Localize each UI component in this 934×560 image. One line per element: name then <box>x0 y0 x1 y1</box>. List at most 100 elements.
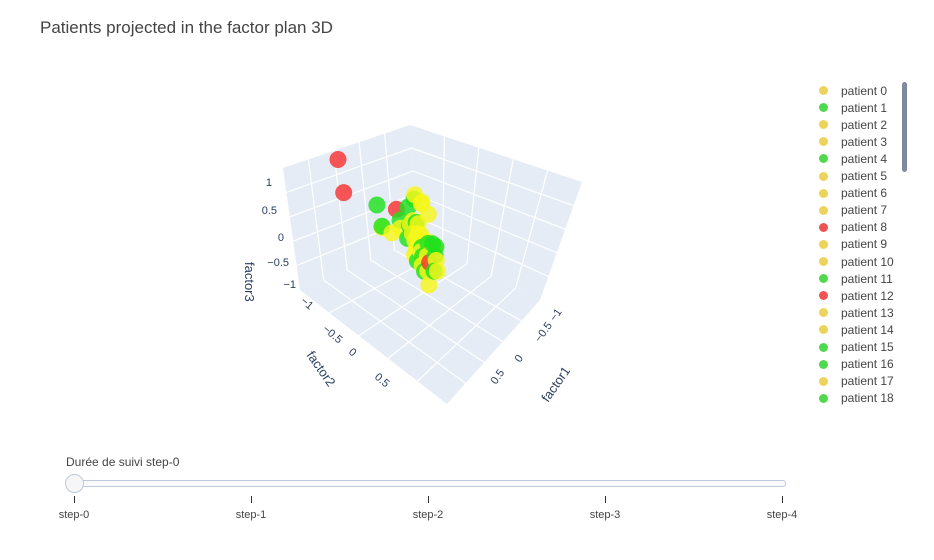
legend-label: patient 4 <box>841 151 888 166</box>
legend-item[interactable]: patient 6 <box>812 185 887 202</box>
chart-title: Patients projected in the factor plan 3D <box>40 18 333 37</box>
left-wall <box>283 125 418 290</box>
grid-line <box>412 170 566 230</box>
slider-step-label[interactable]: step-3 <box>589 509 621 521</box>
legend-item[interactable]: patient 14 <box>812 321 894 338</box>
scatter3d-scene[interactable]: −1−0.500.51factor3−1−0.500.5factor2−1−0.… <box>0 0 800 445</box>
slider-step-label[interactable]: step-4 <box>766 509 798 521</box>
y-tick-label: 0 <box>346 346 358 359</box>
data-point[interactable] <box>420 276 438 294</box>
legend-marker-icon <box>819 188 828 198</box>
data-point[interactable] <box>329 151 347 168</box>
grid-line <box>387 275 492 359</box>
legend-item[interactable]: patient 8 <box>812 219 887 236</box>
right-wall <box>410 125 582 300</box>
grid-line <box>416 216 549 277</box>
floor-plane <box>300 240 540 404</box>
legend[interactable]: patient 0 patient 1 patient 2 patient 3 pati… <box>812 82 907 412</box>
legend-marker-icon <box>819 205 828 215</box>
legend-item[interactable]: patient 13 <box>812 304 894 321</box>
x-tick-label: −0.5 <box>533 320 555 345</box>
legend-item[interactable]: patient 2 <box>812 116 887 133</box>
legend-item[interactable]: patient 1 <box>812 99 887 116</box>
slider-current-value: Durée de suivi step-0 <box>66 455 180 469</box>
grid-line <box>358 263 468 337</box>
slider-step-label[interactable]: step-0 <box>58 509 90 521</box>
legend-label: patient 2 <box>841 117 888 132</box>
legend-label: patient 9 <box>841 237 888 252</box>
slider-rail[interactable] <box>66 480 786 487</box>
y-axis-title: factor2 <box>304 348 339 389</box>
legend-item[interactable]: patient 17 <box>812 373 894 390</box>
grid-line <box>370 259 504 343</box>
legend-marker-icon <box>819 359 828 369</box>
legend-marker-icon <box>819 291 828 301</box>
legend-item[interactable]: patient 16 <box>812 356 894 373</box>
y-tick-label: −0.5 <box>320 323 344 346</box>
z-tick-label: 0 <box>278 232 284 244</box>
legend-marker-icon <box>819 342 828 352</box>
x-tick-label: −1 <box>548 307 565 324</box>
legend-marker-icon <box>819 120 828 130</box>
legend-marker-icon <box>819 274 828 284</box>
legend-marker-icon <box>819 137 828 147</box>
grid-line <box>346 269 485 363</box>
slider-tick <box>604 496 606 503</box>
y-tick-label: 0.5 <box>372 371 391 390</box>
legend-item[interactable]: patient 11 <box>812 270 893 287</box>
legend-label: patient 10 <box>841 254 894 269</box>
data-point[interactable] <box>428 262 446 280</box>
z-tick-label: 0.5 <box>262 205 277 217</box>
grid-line <box>286 147 412 193</box>
data-point[interactable] <box>335 184 353 202</box>
legend-marker-icon <box>819 239 828 249</box>
legend-item[interactable]: patient 3 <box>812 133 887 150</box>
legend-label: patient 14 <box>841 322 894 337</box>
legend-scrollbar[interactable] <box>902 82 907 172</box>
legend-marker-icon <box>819 325 828 335</box>
legend-label: patient 13 <box>841 305 894 320</box>
legend-label: patient 16 <box>841 357 894 372</box>
x-tick-label: 0 <box>513 353 526 365</box>
slider-handle[interactable] <box>65 474 84 493</box>
legend-marker-icon <box>819 222 828 232</box>
z-tick-label: −0.5 <box>267 257 289 269</box>
legend-label: patient 11 <box>841 271 893 286</box>
legend-item[interactable]: patient 15 <box>812 339 894 356</box>
grid-line <box>307 159 325 281</box>
grid-line <box>515 170 549 289</box>
legend-item[interactable]: patient 7 <box>812 202 887 219</box>
legend-item[interactable]: patient 9 <box>812 236 887 253</box>
data-point[interactable] <box>368 196 386 214</box>
legend-marker-icon <box>819 171 828 181</box>
grid-line <box>411 147 574 207</box>
legend-item[interactable]: patient 12 <box>812 287 894 304</box>
data-point[interactable] <box>419 205 437 223</box>
legend-label: patient 0 <box>841 83 888 98</box>
legend-marker-icon <box>819 154 828 164</box>
legend-marker-icon <box>819 308 828 318</box>
legend-item[interactable]: patient 18 <box>812 390 894 407</box>
legend-item[interactable]: patient 0 <box>812 82 887 99</box>
legend-label: patient 3 <box>841 134 888 149</box>
grid-line <box>490 159 514 277</box>
legend-marker-icon <box>819 376 828 386</box>
legend-label: patient 12 <box>841 288 894 303</box>
grid-line <box>466 147 480 265</box>
slider-tick <box>781 496 783 503</box>
legend-item[interactable]: patient 4 <box>812 150 887 167</box>
slider-tick <box>427 496 429 503</box>
z-tick-label: 1 <box>266 177 272 189</box>
grid-line <box>323 279 466 384</box>
legend-label: patient 6 <box>841 186 888 201</box>
legend-item[interactable]: patient 5 <box>812 168 887 185</box>
legend-label: patient 1 <box>841 100 888 115</box>
legend-item[interactable]: patient 10 <box>812 253 894 270</box>
slider-step-label[interactable]: step-1 <box>235 509 267 521</box>
legend-label: patient 15 <box>841 340 894 354</box>
x-tick-label: 0.5 <box>489 367 508 386</box>
slider-step-label[interactable]: step-2 <box>412 509 444 521</box>
legend-marker-icon <box>819 86 828 95</box>
legend-label: patient 17 <box>841 374 894 389</box>
slider-tick <box>73 496 75 503</box>
